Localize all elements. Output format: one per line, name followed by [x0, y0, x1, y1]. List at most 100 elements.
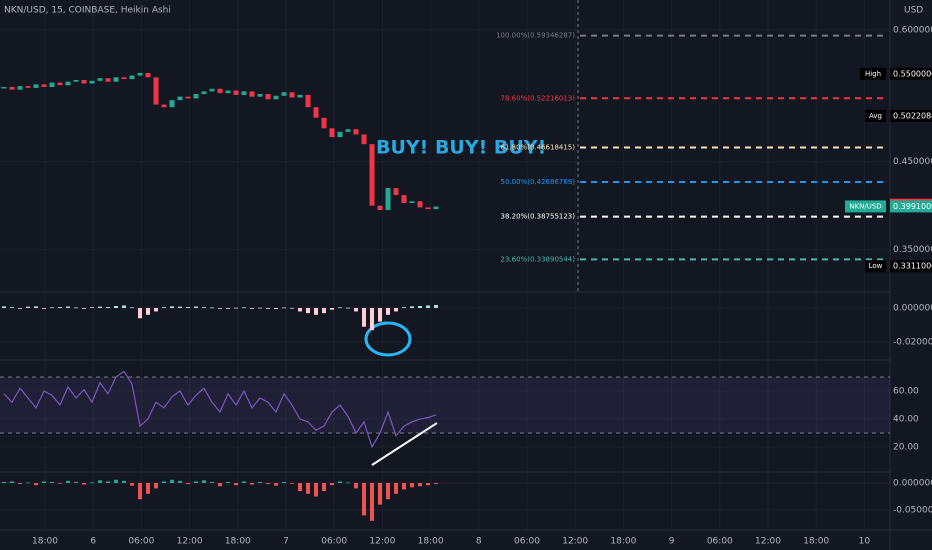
rsi-band — [0, 377, 890, 434]
oscillator-bar — [90, 482, 94, 484]
oscillator-bar — [362, 482, 366, 516]
candle — [417, 201, 423, 208]
oscillator-bar — [322, 482, 326, 492]
candle — [81, 79, 87, 84]
fib-label: 61.80%(0.46618415) — [501, 143, 576, 151]
macd-bar — [218, 308, 222, 309]
macd-bar — [82, 308, 86, 309]
oscillator-bar — [386, 482, 390, 500]
macd-bar — [42, 308, 46, 309]
grid — [0, 0, 890, 530]
macd-bar — [322, 308, 326, 314]
candle — [425, 207, 431, 210]
price-tag — [890, 109, 932, 122]
x-tick-label: 06:00 — [128, 537, 154, 547]
x-tick-label: 18:00 — [803, 537, 829, 547]
oscillator-bar — [154, 482, 158, 489]
candle — [369, 144, 375, 206]
macd-bar — [186, 307, 190, 309]
macd-bar — [402, 307, 406, 309]
price-tag-label: 0.39910000 — [893, 202, 932, 211]
x-tick-label: 18:00 — [418, 537, 444, 547]
oscillator-bar — [418, 482, 422, 487]
macd-bar — [58, 307, 62, 309]
candle — [33, 84, 39, 88]
macd-bar — [122, 305, 126, 309]
fib-label: 100.00%(0.59346287) — [496, 32, 575, 40]
oscillator-bar — [426, 482, 430, 486]
candle — [177, 96, 183, 101]
macd-bar — [130, 307, 134, 309]
x-tick-label: 06:00 — [514, 537, 540, 547]
oscillator-bar — [298, 482, 302, 492]
macd-bar — [146, 308, 150, 315]
oscillator-bar — [282, 481, 286, 483]
candle — [113, 77, 119, 82]
price-tag — [890, 200, 932, 213]
tag-name-box — [860, 67, 886, 80]
candle — [161, 104, 167, 108]
oscillator-bar — [26, 482, 30, 484]
oscillator-bar — [258, 481, 262, 483]
tag-name-box — [845, 200, 886, 213]
candle — [1, 87, 7, 89]
oscillator-bar — [2, 481, 6, 483]
fib-label: 78.60%(0.52216013) — [501, 94, 576, 102]
oscillator-bar — [122, 480, 126, 483]
x-tick-label: 9 — [669, 537, 675, 547]
candle — [153, 77, 159, 105]
macd-bar — [354, 308, 358, 312]
macd-bar — [306, 308, 310, 314]
fib-label: 50.00%(0.42686769) — [501, 178, 576, 186]
oscillator-bar — [218, 482, 222, 487]
oscillator-bar — [274, 482, 278, 486]
fib-label: 23.60%(0.33890544) — [501, 255, 576, 263]
candle — [361, 134, 367, 145]
oscillator-bar — [170, 479, 174, 483]
oscillator-bar — [306, 482, 310, 494]
macd-bar — [114, 305, 118, 309]
macd-bar — [290, 307, 294, 309]
oscillator-bar — [58, 482, 62, 484]
oscillator-bar — [42, 481, 46, 483]
candle — [89, 80, 95, 84]
oscillator-bar — [354, 482, 358, 489]
candle — [281, 92, 287, 96]
candle — [145, 72, 151, 78]
candle — [321, 117, 327, 129]
oscillator-bar — [194, 481, 198, 483]
oscillator-bar — [314, 482, 318, 497]
x-tick-label: 18:00 — [32, 537, 58, 547]
candle — [337, 131, 343, 138]
candle — [217, 88, 223, 94]
x-tick-label: 12:00 — [177, 537, 203, 547]
macd-bar — [362, 308, 366, 327]
macd-bar — [26, 306, 30, 309]
oscillator-bar — [346, 482, 350, 484]
oscillator-bar — [186, 482, 190, 485]
oscillator-bar — [378, 482, 382, 505]
x-tick-label: 18:00 — [225, 537, 251, 547]
macd-bar — [298, 308, 302, 312]
candle — [329, 128, 335, 138]
candle — [25, 86, 31, 88]
macd-bar — [106, 307, 110, 309]
macd-bar — [74, 307, 78, 309]
oscillator-bar — [10, 481, 14, 483]
oscillator-bar — [34, 482, 38, 486]
candle — [345, 129, 351, 132]
candle — [65, 81, 71, 86]
oscillator-bar — [138, 482, 142, 500]
candle — [17, 86, 23, 90]
oscillator-bar — [66, 480, 70, 483]
y-tick-label: 0.60000000 — [893, 25, 932, 35]
oscillator-bar — [74, 481, 78, 483]
tag-name: High — [865, 70, 881, 78]
oscillator-bar — [106, 481, 110, 483]
candle — [273, 95, 279, 100]
price-tag-label: 0.50220845 — [893, 111, 932, 120]
oscillator-bar — [394, 482, 398, 494]
candle — [209, 88, 215, 92]
